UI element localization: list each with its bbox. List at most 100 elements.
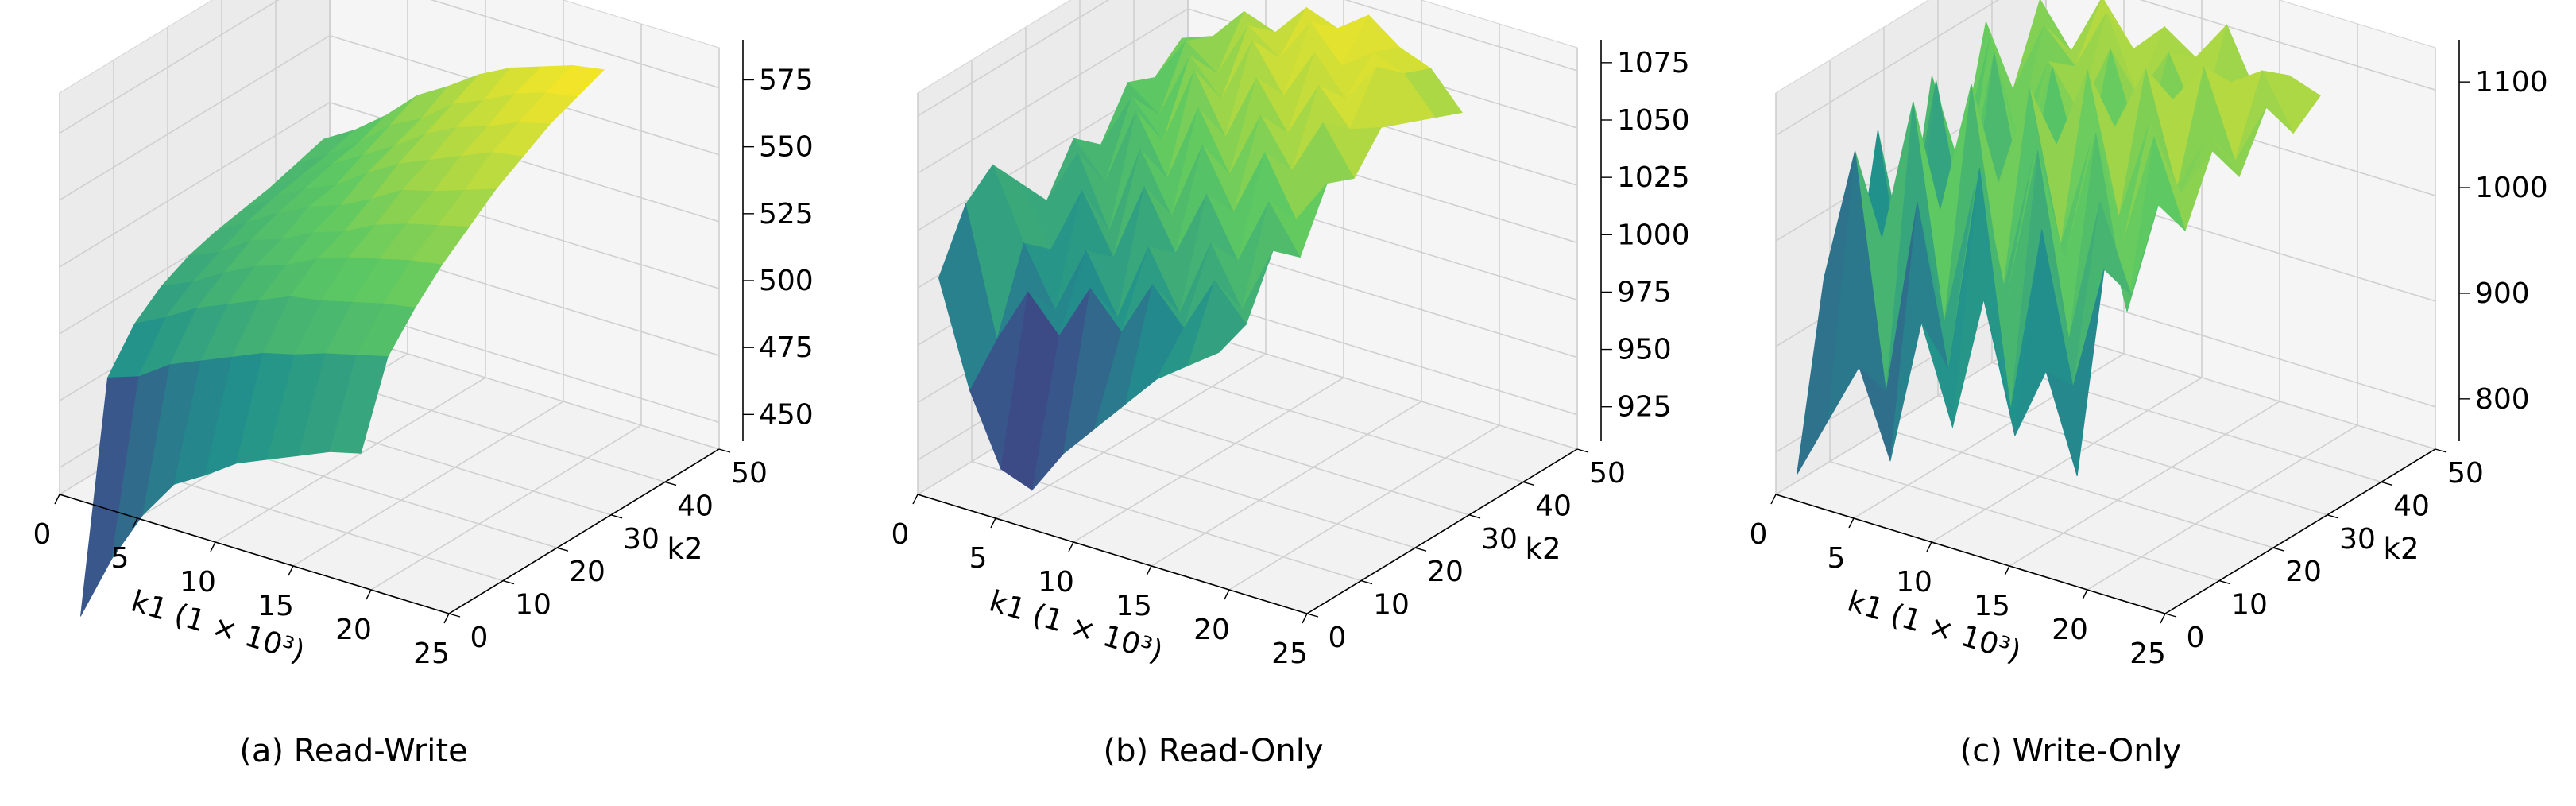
z-tick-label: 1025 xyxy=(1617,161,1690,194)
y-tick-mark xyxy=(448,613,461,618)
x-tick-mark xyxy=(2160,613,2166,624)
x-tick-mark xyxy=(1770,494,1777,505)
y-tick-mark xyxy=(2218,579,2231,585)
y-tick-mark xyxy=(1306,613,1319,618)
surface-patch xyxy=(2045,269,2105,477)
y-tick-label: 0 xyxy=(470,622,489,654)
y-tick-mark xyxy=(2327,514,2339,519)
x-tick-mark xyxy=(443,613,450,624)
y-tick-mark xyxy=(2435,448,2447,453)
surface-patch xyxy=(329,355,389,454)
z-tick-label: 1075 xyxy=(1617,47,1690,79)
x-tick-mark xyxy=(2082,589,2088,600)
y-tick-label: 50 xyxy=(731,457,768,490)
z-tick-label: 1050 xyxy=(1617,104,1690,137)
z-tick-label: 900 xyxy=(2475,277,2530,310)
z-tick-label: 950 xyxy=(1617,334,1672,366)
x-tick-mark xyxy=(210,541,216,552)
y-tick-label: 10 xyxy=(2231,589,2268,622)
x-tick-label: 5 xyxy=(1828,542,1846,575)
y-axis-line xyxy=(448,448,720,614)
y-axis-label: k2 xyxy=(1526,532,1561,566)
caption-write-only: (c) Write-Only xyxy=(1959,733,2182,769)
x-tick-label: 10 xyxy=(1896,566,1932,599)
x-tick-mark xyxy=(288,565,294,576)
z-tick-label: 925 xyxy=(1617,391,1672,424)
x-tick-label: 20 xyxy=(2052,614,2088,646)
y-tick-mark xyxy=(718,448,731,453)
x-tick-mark xyxy=(1224,589,1230,600)
z-tick-label: 450 xyxy=(759,398,814,431)
x-tick-label: 25 xyxy=(413,637,450,670)
y-tick-mark xyxy=(1522,481,1535,486)
x-axis-line xyxy=(917,494,1308,614)
y-tick-label: 10 xyxy=(515,589,551,622)
surface xyxy=(1797,0,2321,477)
x-tick-mark xyxy=(990,517,996,529)
y-tick-mark xyxy=(502,579,515,585)
grid-line-z xyxy=(59,101,720,268)
x-tick-label: 0 xyxy=(892,518,910,551)
x-tick-label: 0 xyxy=(1750,518,1768,551)
grid-line-y xyxy=(1829,60,2220,582)
y-axis-line xyxy=(1306,448,1578,614)
x-tick-label: 5 xyxy=(111,542,130,575)
x-tick-mark xyxy=(366,589,372,600)
x-tick-label: 25 xyxy=(2129,637,2166,670)
y-tick-label: 30 xyxy=(623,523,659,556)
y-tick-mark xyxy=(1468,514,1481,519)
y-tick-mark xyxy=(1576,448,1589,453)
y-tick-label: 20 xyxy=(2285,556,2322,588)
surface xyxy=(80,64,605,617)
z-tick-label: 1000 xyxy=(2475,172,2548,204)
y-tick-label: 30 xyxy=(2339,523,2376,556)
z-tick-label: 500 xyxy=(759,265,814,297)
x-tick-label: 10 xyxy=(1038,566,1074,599)
x-tick-mark xyxy=(1302,613,1308,624)
x-tick-mark xyxy=(54,494,60,505)
z-tick-label: 525 xyxy=(759,198,814,231)
z-tick-label: 575 xyxy=(759,64,814,97)
y-tick-mark xyxy=(610,514,623,519)
y-tick-label: 50 xyxy=(2447,457,2484,490)
x-tick-mark xyxy=(1848,517,1855,529)
caption-read-only: (b) Read-Only xyxy=(1103,733,1324,769)
y-axis-label: k2 xyxy=(2384,532,2419,566)
surface xyxy=(938,6,1463,491)
surface-patch xyxy=(1187,280,1247,366)
x-tick-label: 10 xyxy=(180,566,216,599)
y-tick-mark xyxy=(1360,579,1373,585)
y-tick-label: 40 xyxy=(677,490,714,522)
grid-line-z xyxy=(59,0,720,134)
x-tick-mark xyxy=(1926,541,1932,552)
x-tick-label: 5 xyxy=(969,542,988,575)
x-axis-line xyxy=(1775,494,2166,614)
x-tick-mark xyxy=(1146,565,1152,576)
grid-line-y xyxy=(971,60,1362,582)
y-axis-label: k2 xyxy=(667,532,703,566)
y-tick-label: 40 xyxy=(2393,490,2430,522)
caption-read-write: (a) Read-Write xyxy=(239,733,468,769)
y-tick-label: 20 xyxy=(1427,556,1464,588)
y-tick-label: 30 xyxy=(1481,523,1518,556)
y-tick-mark xyxy=(556,547,569,552)
z-tick-label: 475 xyxy=(759,331,814,364)
grid-line-z xyxy=(917,8,1578,174)
y-tick-mark xyxy=(1414,547,1427,552)
z-tick-label: 1100 xyxy=(2475,66,2548,99)
y-tick-label: 20 xyxy=(569,556,605,588)
z-tick-label: 550 xyxy=(759,131,814,164)
x-tick-mark xyxy=(2004,565,2010,576)
y-axis-line xyxy=(2164,448,2436,614)
z-tick-label: 1000 xyxy=(1617,219,1690,251)
y-tick-mark xyxy=(2272,547,2285,552)
grid-line-z xyxy=(1775,0,2436,136)
z-tick-label: 800 xyxy=(2475,383,2530,416)
y-tick-label: 0 xyxy=(2187,622,2205,654)
y-tick-mark xyxy=(664,481,677,486)
x-axis-line xyxy=(59,494,450,614)
